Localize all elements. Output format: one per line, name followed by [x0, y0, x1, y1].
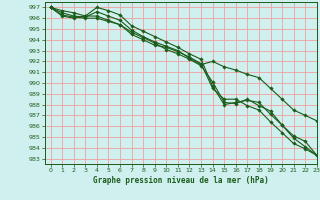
X-axis label: Graphe pression niveau de la mer (hPa): Graphe pression niveau de la mer (hPa): [93, 176, 269, 185]
